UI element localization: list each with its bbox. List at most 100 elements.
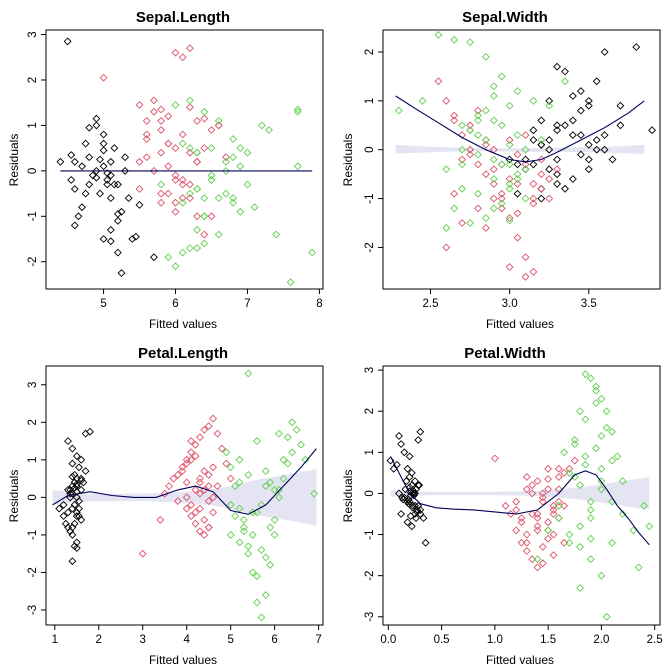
point-virginica — [618, 477, 627, 486]
point-versicolor — [529, 179, 538, 188]
point-virginica — [513, 175, 522, 183]
point-setosa — [88, 171, 97, 180]
point-setosa — [61, 519, 70, 528]
point-virginica — [200, 107, 209, 116]
point-setosa — [576, 150, 585, 159]
point-versicolor — [522, 547, 531, 555]
point-versicolor — [214, 121, 223, 130]
point-virginica — [497, 121, 506, 130]
point-versicolor — [549, 510, 558, 518]
point-versicolor — [138, 549, 147, 558]
point-virginica — [248, 568, 257, 577]
point-virginica — [266, 523, 275, 532]
point-versicolor — [533, 510, 542, 518]
point-versicolor — [450, 111, 459, 120]
point-versicolor — [200, 114, 209, 123]
point-versicolor — [173, 470, 182, 479]
point-virginica — [640, 501, 648, 510]
point-setosa — [399, 495, 408, 504]
point-setosa — [537, 194, 546, 203]
point-versicolor — [209, 463, 218, 472]
y-tick-label: 0 — [364, 490, 376, 496]
point-versicolor — [200, 485, 209, 494]
x-tick-label: 0.0 — [380, 634, 396, 646]
point-virginica — [608, 538, 617, 547]
point-versicolor — [185, 180, 194, 189]
point-versicolor — [195, 474, 204, 483]
point-virginica — [474, 189, 482, 198]
point-virginica — [244, 470, 253, 479]
point-setosa — [81, 467, 90, 476]
point-setosa — [113, 248, 122, 257]
point-versicolor — [173, 497, 182, 506]
y-axis-label: Residuals — [341, 470, 355, 523]
point-virginica — [576, 481, 585, 490]
point-virginica — [489, 116, 498, 125]
point-virginica — [266, 560, 275, 569]
point-virginica — [200, 212, 209, 221]
point-virginica — [576, 522, 585, 531]
point-versicolor — [213, 482, 222, 491]
point-virginica — [442, 165, 451, 174]
point-setosa — [72, 452, 81, 461]
point-versicolor — [182, 478, 191, 487]
point-setosa — [407, 468, 416, 477]
point-virginica — [279, 474, 288, 483]
point-versicolor — [544, 464, 553, 473]
x-tick-label: 3.5 — [581, 298, 597, 310]
point-virginica — [576, 542, 585, 551]
point-setosa — [121, 166, 130, 175]
point-versicolor — [544, 518, 553, 527]
point-versicolor — [195, 504, 204, 513]
point-setosa — [66, 489, 75, 498]
panel-sepal-width: Sepal.Width 2.5 3.0 3.5 -2 -1 0 1 2 Fitted valu… — [341, 9, 661, 331]
point-virginica — [214, 230, 223, 239]
point-versicolor — [497, 204, 506, 213]
point-versicolor — [489, 179, 498, 188]
y-tick-label: 0 — [364, 146, 376, 152]
point-virginica — [466, 219, 475, 227]
point-virginica — [592, 444, 601, 453]
panel-title: Sepal.Width — [462, 9, 548, 26]
point-versicolor — [182, 493, 191, 502]
point-versicolor — [195, 527, 204, 536]
point-versicolor — [544, 526, 553, 535]
point-virginica — [497, 160, 506, 169]
point-virginica — [602, 423, 611, 432]
point-virginica — [442, 223, 451, 232]
point-virginica — [275, 493, 283, 502]
point-virginica — [529, 96, 538, 105]
point-setosa — [616, 121, 625, 130]
point-virginica — [458, 121, 467, 130]
point-versicolor — [458, 131, 467, 140]
point-versicolor — [528, 489, 537, 498]
point-virginica — [521, 194, 530, 203]
point-versicolor — [528, 555, 537, 564]
point-versicolor — [149, 166, 158, 175]
point-versicolor — [513, 179, 522, 188]
point-setosa — [75, 497, 83, 506]
point-versicolor — [191, 440, 200, 449]
y-tick-label: 3 — [27, 31, 39, 37]
point-versicolor — [204, 482, 213, 491]
x-tick-label: 2.0 — [593, 634, 609, 646]
point-versicolor — [533, 563, 542, 572]
point-setosa — [537, 116, 546, 125]
point-versicolor — [191, 485, 200, 494]
point-setosa — [56, 157, 65, 166]
point-setosa — [64, 508, 72, 517]
point-versicolor — [142, 116, 151, 125]
y-tick-label: 0 — [27, 168, 39, 174]
point-virginica — [581, 415, 590, 424]
point-virginica — [244, 369, 253, 378]
y-tick-label: 1 — [364, 98, 376, 104]
point-setosa — [600, 131, 609, 140]
point-setosa — [110, 180, 119, 189]
point-setosa — [553, 155, 562, 164]
point-versicolor — [164, 189, 173, 198]
point-virginica — [602, 407, 611, 416]
point-versicolor — [204, 497, 213, 506]
point-setosa — [113, 210, 122, 218]
point-versicolor — [178, 180, 187, 189]
point-versicolor — [538, 542, 547, 551]
